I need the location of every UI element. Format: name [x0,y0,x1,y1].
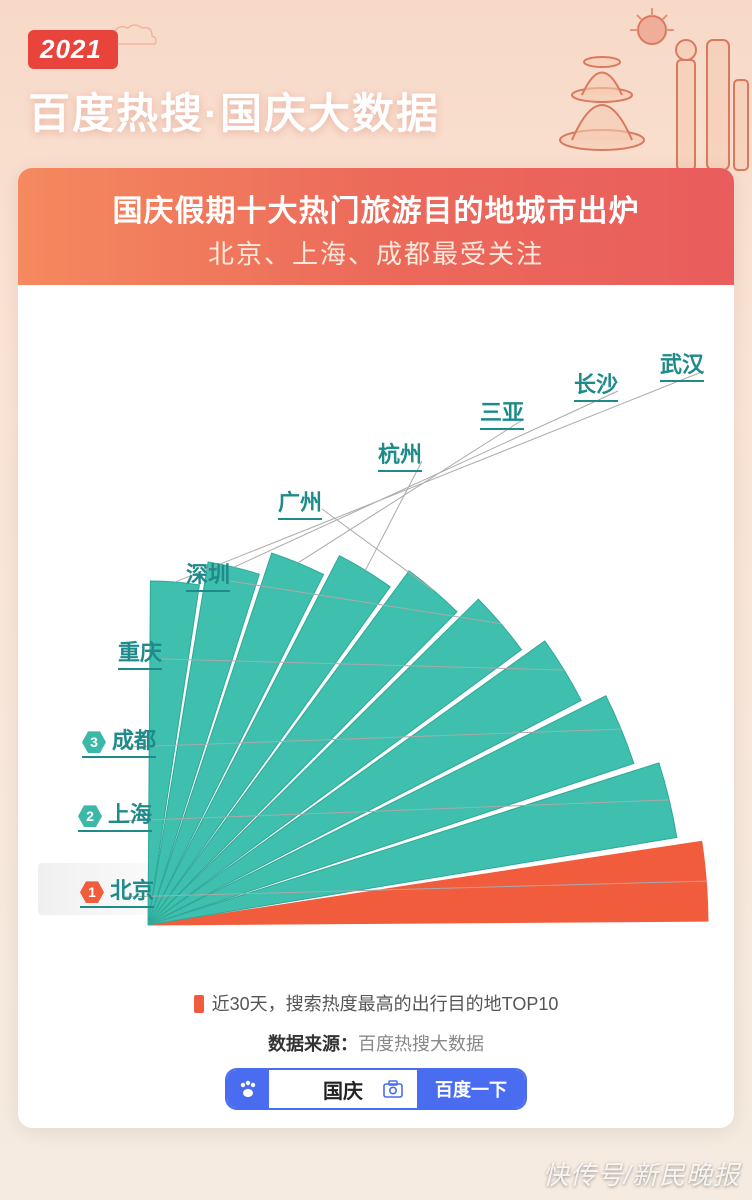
rank-badge-2: 2 [78,804,102,828]
leader-line [234,391,618,567]
content-card: 国庆假期十大热门旅游目的地城市出炉 北京、上海、成都最受关注 1北京 2上海 3成都… [18,168,734,1128]
source-label: 数据来源： [268,1034,358,1054]
rank-badge-1: 1 [80,880,104,904]
legend: 近30天，搜索热度最高的出行目的地TOP10 [18,990,734,1016]
card-title: 国庆假期十大热门旅游目的地城市出炉 [38,186,714,230]
page-title: 百度热搜·国庆大数据 [28,80,440,141]
card-subtitle: 北京、上海、成都最受关注 [38,234,714,271]
city-label-重庆: 重庆 [118,635,162,670]
rank-badge-3: 3 [82,730,106,754]
fan-chart: 1北京 2上海 3成都 重庆 深圳 广州 杭州 三亚 长沙 武汉 [18,285,734,985]
city-name: 北京 [110,878,154,903]
city-label-三亚: 三亚 [480,395,524,430]
city-name: 上海 [108,802,152,827]
city-label-上海: 2上海 [78,797,152,832]
city-label-武汉: 武汉 [660,347,704,382]
city-name: 三亚 [480,400,524,425]
city-name: 长沙 [574,372,618,397]
card-header: 国庆假期十大热门旅游目的地城市出炉 北京、上海、成都最受关注 [18,168,734,285]
city-name: 重庆 [118,640,162,665]
city-label-广州: 广州 [278,485,322,520]
leader-line [175,371,704,582]
year-badge: 2021 [28,30,118,69]
city-label-成都: 3成都 [82,723,156,758]
legend-text: 近30天，搜索热度最高的出行目的地TOP10 [212,994,559,1014]
search-query[interactable]: 国庆 [269,1075,417,1104]
source-value: 百度热搜大数据 [358,1034,484,1054]
data-source: 数据来源：百度热搜大数据 [18,1030,734,1056]
city-name: 武汉 [660,352,704,377]
city-name: 杭州 [378,442,422,467]
search-bar[interactable]: 国庆 百度一下 [225,1068,527,1110]
city-label-深圳: 深圳 [186,557,230,592]
legend-swatch [194,995,204,1013]
leader-line [365,461,422,570]
skyline-decoration [532,0,752,180]
city-name: 广州 [278,490,322,515]
city-name: 成都 [112,728,156,753]
city-label-长沙: 长沙 [574,367,618,402]
city-name: 深圳 [186,562,230,587]
city-label-北京: 1北京 [80,873,154,908]
baidu-paw-icon [227,1070,269,1108]
search-button[interactable]: 百度一下 [417,1070,525,1108]
camera-icon[interactable] [383,1080,403,1098]
watermark: 快传号/新民晚报 [543,1155,740,1192]
city-label-杭州: 杭州 [378,437,422,472]
